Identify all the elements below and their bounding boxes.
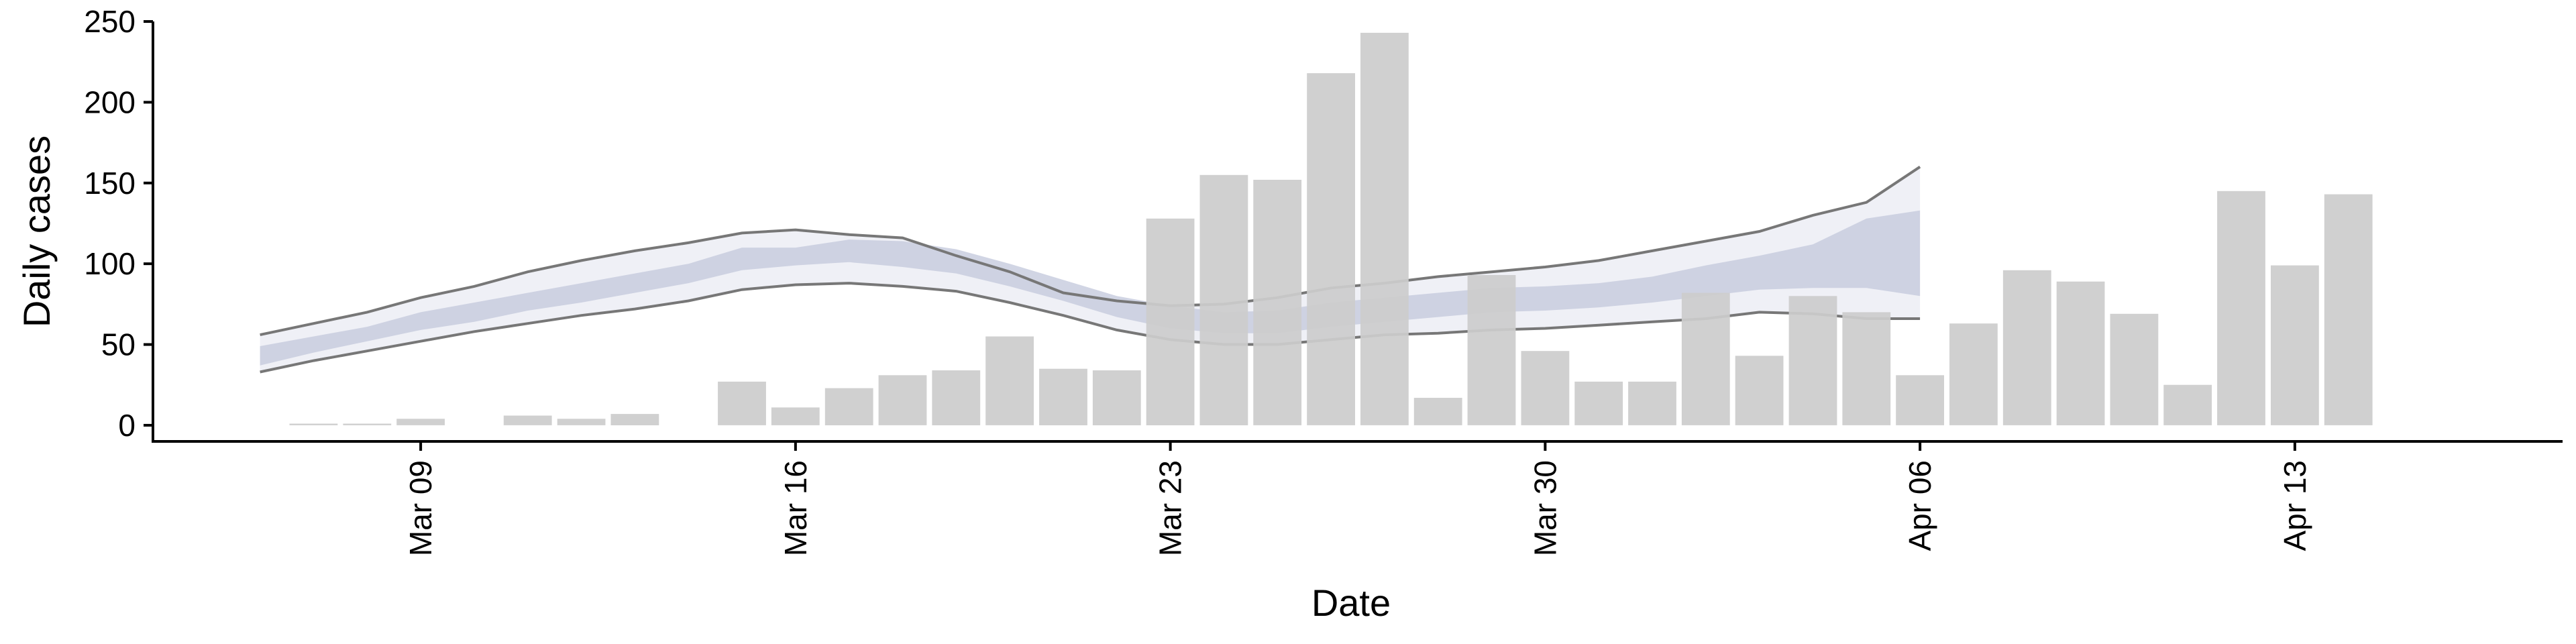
- bar-2020-03-30: [1521, 351, 1570, 425]
- bar-2020-04-06: [1896, 375, 1944, 425]
- bar-2020-04-08: [2002, 270, 2051, 425]
- bar-2020-04-02: [1681, 292, 1730, 425]
- x-axis-title: Date: [1311, 582, 1391, 624]
- bar-2020-04-13: [2271, 265, 2319, 425]
- bar-2020-03-16: [771, 407, 820, 425]
- x-ticks: Mar 09 Mar 16 Mar 23 Mar 30 Apr 06 Apr 13: [403, 441, 2312, 556]
- bar-2020-04-10: [2110, 313, 2159, 425]
- y-tick-label: 100: [84, 246, 136, 281]
- bar-2020-03-21: [1039, 368, 1087, 425]
- bar-2020-03-17: [824, 388, 873, 425]
- y-tick-label: 50: [101, 327, 136, 362]
- x-tick-label: Mar 16: [778, 460, 813, 556]
- forecast-band-layer: [260, 166, 1921, 374]
- bar-2020-03-18: [878, 375, 927, 425]
- band-inner-area: [260, 210, 1921, 366]
- bar-2020-04-07: [1949, 323, 1998, 425]
- bar-2020-03-15: [718, 381, 766, 425]
- y-ticks: 0 50 100 150 200 250: [84, 4, 153, 443]
- x-tick-label: Apr 06: [1902, 460, 1937, 551]
- bar-2020-03-07: [289, 423, 338, 425]
- x-tick-label: Mar 30: [1527, 460, 1562, 556]
- bar-2020-04-04: [1788, 296, 1837, 425]
- y-tick-label: 150: [84, 166, 136, 201]
- y-axis-title: Daily cases: [15, 136, 58, 327]
- x-tick-label: Mar 23: [1153, 460, 1188, 556]
- x-tick-label: Apr 13: [2277, 460, 2312, 551]
- x-axis: Mar 09 Mar 16 Mar 23 Mar 30 Apr 06 Apr 13: [152, 440, 2563, 556]
- bar-2020-03-24: [1199, 174, 1248, 425]
- bar-2020-03-13: [610, 414, 659, 425]
- bar-2020-03-12: [557, 419, 606, 425]
- bar-2020-03-08: [343, 423, 392, 425]
- bar-2020-03-11: [503, 415, 552, 425]
- bar-2020-04-12: [2217, 191, 2265, 425]
- bar-2020-03-28: [1413, 398, 1462, 425]
- bar-2020-04-14: [2324, 194, 2373, 425]
- bar-2020-03-20: [985, 336, 1034, 425]
- y-tick-label: 0: [118, 408, 136, 443]
- y-tick-label: 250: [84, 4, 136, 39]
- bar-2020-03-09: [396, 419, 445, 425]
- bars-layer: [289, 32, 2373, 425]
- bar-2020-03-29: [1467, 275, 1516, 425]
- bar-2020-04-11: [2163, 384, 2212, 425]
- band-upper-line: [260, 166, 1921, 337]
- y-tick-label: 200: [84, 85, 136, 119]
- bar-2020-03-19: [932, 370, 981, 425]
- bar-2020-03-31: [1574, 381, 1623, 425]
- bar-2020-04-09: [2056, 281, 2105, 425]
- bar-2020-03-22: [1092, 370, 1141, 425]
- bar-2020-04-01: [1628, 381, 1676, 425]
- y-axis: 0 50 100 150 200 250: [84, 4, 154, 443]
- bar-2020-03-26: [1307, 73, 1355, 425]
- band-lower-line: [260, 282, 1921, 374]
- plot-area: [260, 32, 2373, 425]
- bar-2020-03-23: [1146, 218, 1195, 425]
- bar-2020-03-25: [1253, 180, 1302, 425]
- band-outer-area: [260, 166, 1921, 372]
- x-tick-label: Mar 09: [403, 460, 438, 556]
- bar-2020-03-27: [1360, 32, 1409, 425]
- bar-2020-04-03: [1735, 356, 1784, 425]
- bar-2020-04-05: [1842, 312, 1891, 425]
